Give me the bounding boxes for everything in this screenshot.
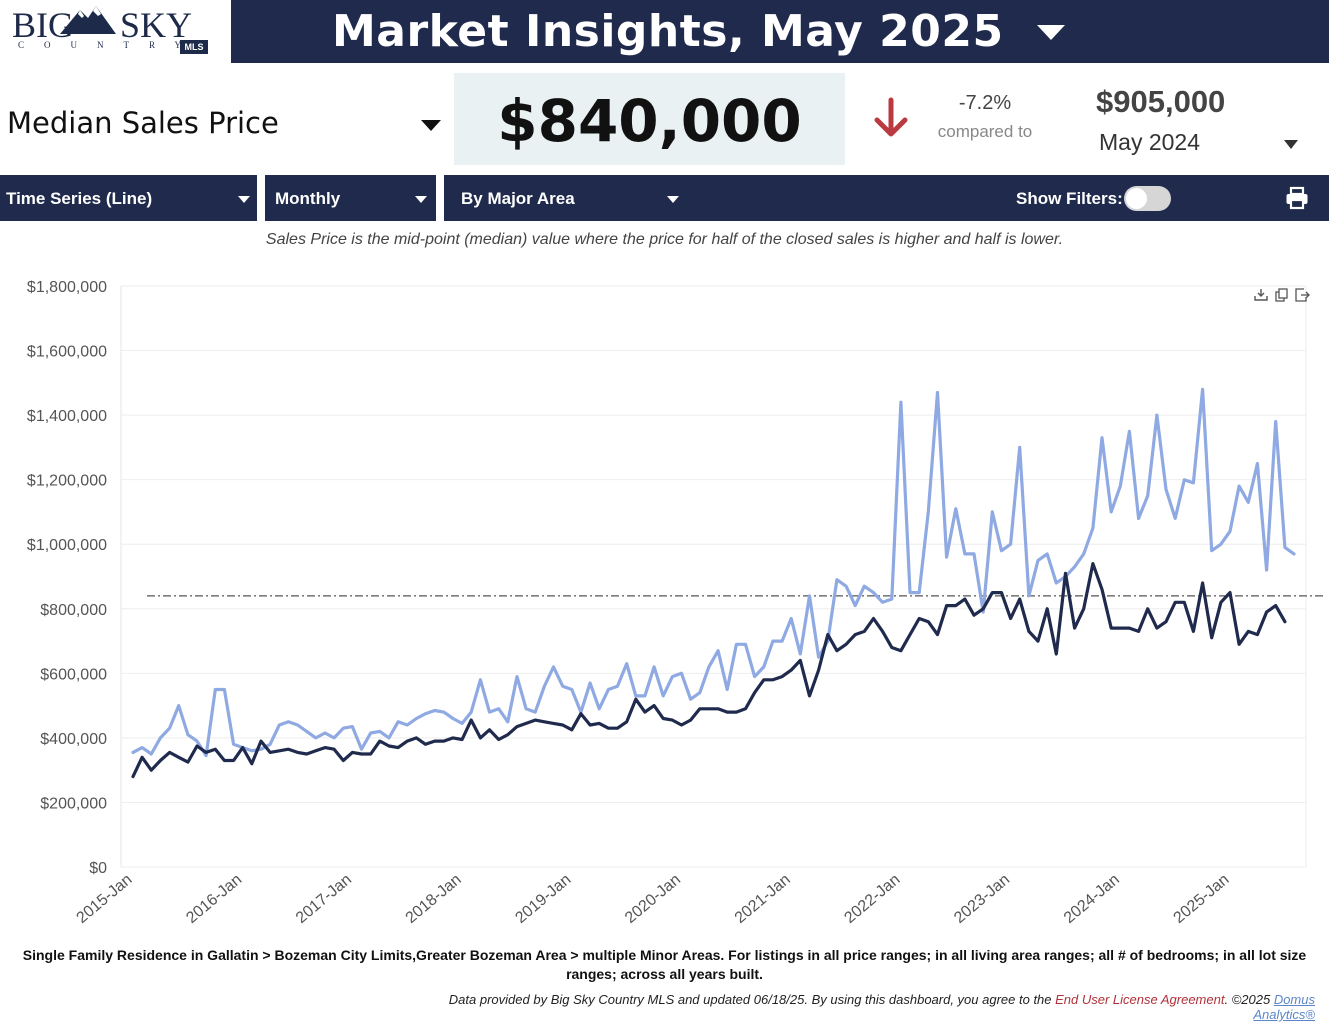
y-tick-label: $1,200,000 [27, 473, 107, 490]
x-tick-label: 2015-Jan [74, 871, 136, 927]
grouping-select[interactable]: By Major Area [461, 189, 575, 208]
y-tick-label: $400,000 [40, 731, 107, 748]
y-tick-label: $600,000 [40, 666, 107, 683]
down-arrow-icon [874, 97, 908, 137]
y-tick-label: $1,000,000 [27, 537, 107, 554]
divider [257, 175, 265, 221]
x-tick-label: 2021-Jan [732, 871, 794, 927]
x-tick-label: 2022-Jan [841, 871, 903, 927]
credits-text: Data provided by Big Sky Country MLS and… [448, 992, 1056, 1007]
title-dropdown-caret-icon[interactable] [1037, 25, 1065, 40]
credits: Data provided by Big Sky Country MLS and… [390, 992, 1315, 1022]
x-tick-label: 2025-Jan [1171, 871, 1233, 927]
prev-period-select[interactable]: May 2024 [1099, 129, 1201, 155]
kpi-value: $840,000 [497, 87, 802, 155]
x-axis-labels: 2015-Jan 2016-Jan 2017-Jan 2018-Jan 2019-Jan… [74, 871, 1233, 927]
x-tick-label: 2018-Jan [403, 871, 465, 927]
x-tick-label: 2023-Jan [951, 871, 1013, 927]
prev-value: $905,000 [1096, 84, 1226, 119]
eula-link[interactable]: End User License Agreement [1055, 992, 1225, 1007]
metric-select[interactable]: Median Sales Price [7, 106, 279, 140]
copyright-text: . ©2025 [1224, 992, 1274, 1007]
y-axis-labels: $0 $200,000 $400,000 $600,000 $800,000 $1,000… [27, 279, 107, 877]
series-layer [131, 387, 1296, 779]
kpi-box: $840,000 [454, 73, 845, 165]
divider [436, 175, 444, 221]
chart-type-select[interactable]: Time Series (Line) [6, 189, 153, 208]
footnote: Single Family Residence in Gallatin > Bo… [22, 947, 1307, 982]
y-tick-label: $1,400,000 [27, 408, 107, 425]
y-tick-label: $1,600,000 [27, 344, 107, 361]
show-filters-toggle[interactable] [1124, 186, 1171, 211]
show-filters-label: Show Filters: [1016, 189, 1123, 208]
pct-change: -7.2% [958, 92, 1012, 114]
download-icon[interactable] [1254, 289, 1268, 301]
logo-country: COUNTRY [18, 40, 202, 50]
logo-wordmark: BIG SKY [12, 5, 193, 45]
grid [120, 285, 1307, 868]
x-tick-label: 2017-Jan [293, 871, 355, 927]
copy-icon[interactable] [1275, 288, 1288, 302]
x-tick-label: 2019-Jan [512, 871, 574, 927]
compared-to-label: compared to [937, 122, 1033, 141]
x-tick-label: 2016-Jan [183, 871, 245, 927]
series-line-2 [131, 562, 1287, 779]
mountain-icon [60, 6, 116, 34]
page-title: Market Insights, May 2025 [332, 6, 1004, 57]
prev-period-caret-icon[interactable] [1284, 140, 1298, 149]
interval-select[interactable]: Monthly [275, 189, 341, 208]
toggle-knob [1126, 188, 1147, 209]
metric-dropdown-caret-icon[interactable] [421, 120, 441, 131]
y-tick-label: $800,000 [40, 602, 107, 619]
title-bar: Market Insights, May 2025 [231, 0, 1329, 63]
series-line-1 [131, 387, 1296, 758]
export-icon[interactable] [1295, 288, 1310, 302]
logo-mls-badge: MLS [180, 40, 208, 54]
y-tick-label: $200,000 [40, 795, 107, 812]
logo: BIG SKY COUNTRY MLS [0, 0, 231, 63]
domus-link[interactable]: Domus Analytics® [1253, 992, 1315, 1022]
grouping-caret-icon[interactable] [667, 196, 679, 203]
chart-description: Sales Price is the mid-point (median) va… [265, 231, 1064, 248]
chart-toolbar [1254, 288, 1310, 302]
y-tick-label: $0 [89, 860, 107, 877]
interval-caret-icon[interactable] [415, 196, 427, 203]
line-chart: $0 $200,000 $400,000 $600,000 $800,000 $1,000… [27, 279, 1326, 927]
chart-type-caret-icon[interactable] [238, 196, 250, 203]
print-icon[interactable] [1285, 186, 1309, 210]
filter-bar: Time Series (Line) Monthly By Major Area… [0, 175, 1329, 221]
y-tick-label: $1,800,000 [27, 279, 107, 296]
x-tick-label: 2020-Jan [622, 871, 684, 927]
x-tick-label: 2024-Jan [1061, 871, 1123, 927]
